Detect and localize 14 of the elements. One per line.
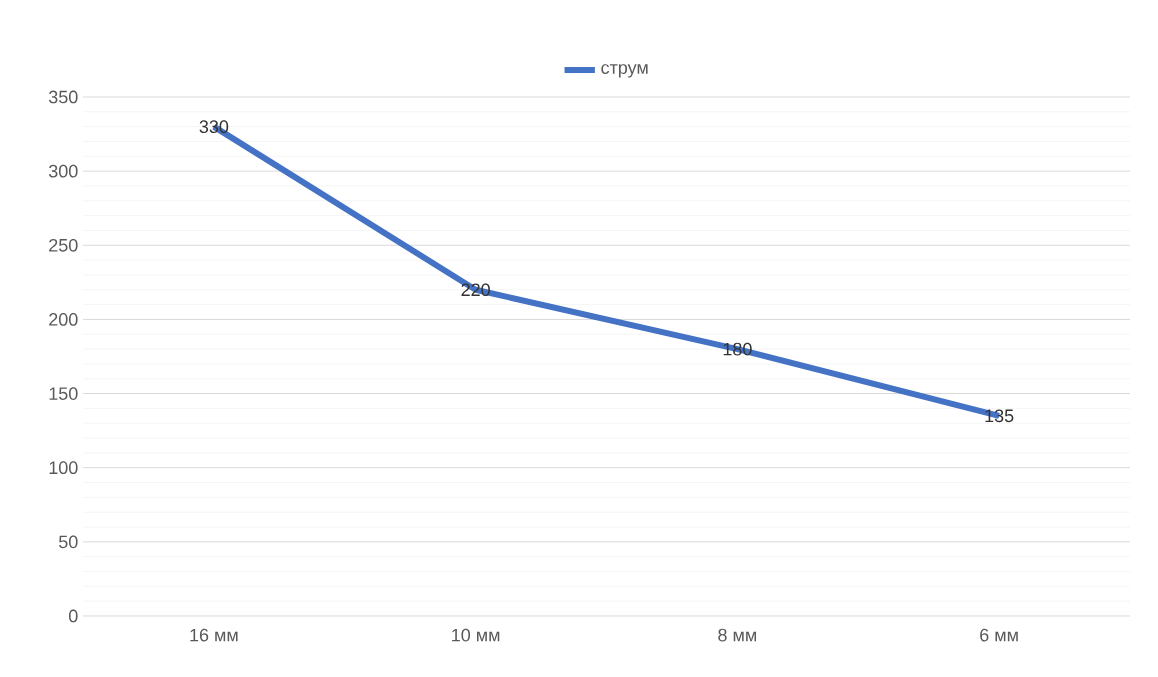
- legend-label: струм: [601, 64, 648, 78]
- y-tick-label: 100: [49, 461, 78, 475]
- x-tick-label: 10 мм: [452, 628, 500, 642]
- y-tick-label: 250: [49, 238, 78, 252]
- x-tick-label: 8 мм: [718, 628, 757, 642]
- y-tick-label: 150: [49, 387, 78, 400]
- y-tick-label: 0: [69, 609, 78, 623]
- y-tick-label: 350: [48, 90, 78, 104]
- y-tick-label: 200: [49, 313, 78, 326]
- y-tick-label: 300: [48, 164, 78, 178]
- y-tick-label: 50: [58, 535, 78, 549]
- x-tick-label: 16 мм: [190, 628, 238, 642]
- x-tick-label: 6 мм: [980, 628, 1018, 642]
- data-label: 135: [985, 409, 1014, 423]
